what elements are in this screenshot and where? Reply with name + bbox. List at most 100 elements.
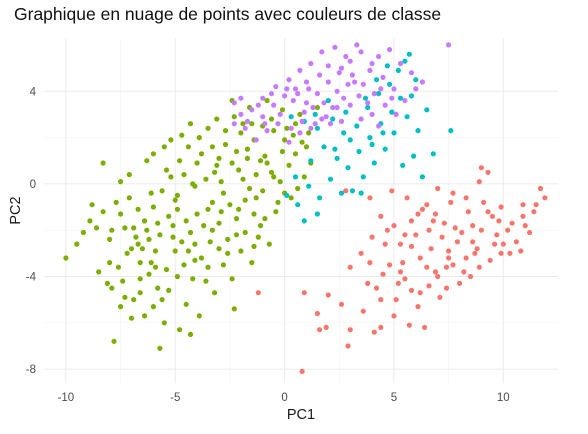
data-point [487, 257, 493, 263]
data-point [325, 97, 331, 104]
data-point [286, 77, 292, 83]
data-point [395, 67, 401, 73]
data-point [369, 111, 375, 117]
data-point [128, 246, 135, 252]
data-point [275, 199, 281, 205]
data-point [120, 278, 126, 284]
x-tick-label: -5 [170, 392, 180, 404]
data-point [457, 280, 463, 286]
data-point [207, 239, 213, 245]
data-point [273, 84, 279, 90]
data-point [128, 315, 135, 321]
data-point [382, 241, 388, 247]
data-point [325, 63, 331, 69]
data-point [137, 290, 143, 296]
data-point [319, 116, 325, 122]
data-point [402, 58, 408, 64]
y-tick-label: 0 [30, 179, 36, 191]
data-point [321, 144, 327, 150]
data-point [356, 93, 362, 99]
data-point [419, 206, 425, 212]
data-point [387, 47, 393, 53]
data-point [118, 304, 124, 310]
data-point [476, 179, 482, 185]
data-point [233, 148, 240, 155]
data-point [273, 209, 279, 215]
data-point [323, 324, 329, 330]
data-point [201, 223, 207, 229]
data-point [467, 273, 474, 280]
data-point [249, 260, 255, 266]
data-point [284, 86, 290, 92]
data-point [266, 241, 272, 247]
data-point [367, 67, 373, 73]
data-point [509, 220, 515, 226]
data-point [450, 190, 456, 196]
data-point [150, 304, 156, 310]
data-point [369, 234, 375, 240]
data-point [137, 276, 143, 282]
data-point [520, 213, 526, 219]
data-point [360, 308, 366, 314]
data-point [500, 241, 506, 247]
data-point [109, 227, 115, 233]
data-point [148, 260, 154, 266]
data-point [424, 202, 430, 208]
data-point [498, 250, 504, 256]
data-point [343, 53, 349, 60]
data-point [397, 241, 404, 247]
data-point [402, 97, 408, 104]
data-point [422, 324, 428, 330]
data-point [314, 310, 320, 317]
data-point [152, 248, 159, 254]
data-point [225, 250, 231, 256]
data-point [288, 195, 294, 201]
data-point [277, 179, 283, 185]
data-point [89, 202, 95, 208]
data-point [290, 132, 296, 138]
data-point [391, 86, 397, 92]
data-point [435, 273, 441, 280]
data-point [338, 118, 345, 124]
data-point [233, 216, 240, 222]
data-point [378, 324, 384, 330]
data-point [216, 246, 222, 252]
data-point [231, 306, 237, 312]
data-point [371, 91, 377, 97]
data-point [393, 297, 399, 303]
data-point [198, 255, 205, 261]
data-point [194, 211, 200, 217]
x-tick-label: 0 [281, 392, 287, 404]
data-point [209, 144, 215, 150]
data-point [262, 153, 268, 159]
data-point [264, 160, 270, 166]
data-point [251, 243, 257, 249]
data-point [360, 81, 366, 87]
data-point [537, 185, 544, 192]
data-point [139, 246, 145, 252]
data-point [209, 227, 215, 233]
data-point [408, 93, 415, 99]
data-point [345, 165, 351, 171]
data-point [314, 125, 320, 131]
data-point [334, 155, 340, 161]
data-point [194, 160, 200, 166]
data-point [472, 250, 478, 256]
data-point [212, 290, 218, 296]
data-point [459, 229, 465, 236]
data-point [443, 285, 450, 291]
data-point [354, 123, 360, 129]
data-point [489, 213, 495, 219]
data-point [338, 190, 345, 196]
data-point [419, 174, 425, 180]
data-point [282, 93, 288, 99]
data-point [389, 109, 395, 115]
data-point [152, 264, 159, 270]
data-point [404, 195, 410, 201]
data-point [170, 234, 176, 240]
data-point [330, 104, 336, 111]
data-point [292, 174, 299, 180]
data-point [373, 77, 380, 83]
data-point [271, 102, 277, 108]
